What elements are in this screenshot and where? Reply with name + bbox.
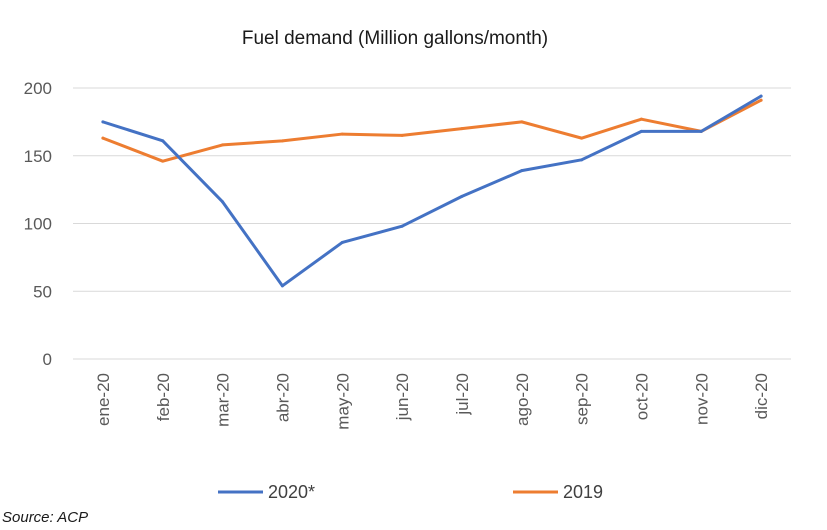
y-tick-label-150: 150 <box>24 147 52 166</box>
data-point-2019-sep-20 <box>580 136 584 140</box>
data-point-2020-mar-20 <box>221 200 225 204</box>
data-point-2019-may-20 <box>340 132 344 136</box>
data-point-2019-feb-20 <box>161 159 165 163</box>
series-2020 <box>101 94 763 288</box>
y-tick-label-100: 100 <box>24 215 52 234</box>
data-point-2019-ene-20 <box>101 136 105 140</box>
data-point-2020-ago-20 <box>520 169 524 173</box>
data-point-2020-feb-20 <box>161 139 165 143</box>
data-point-2020-ene-20 <box>101 120 105 124</box>
x-tick-label-nov-20: nov-20 <box>692 373 711 425</box>
data-point-2019-abr-20 <box>280 139 284 143</box>
x-tick-label-jun-20: jun-20 <box>393 373 412 421</box>
x-tick-label-oct-20: oct-20 <box>632 373 651 420</box>
legend-label-2020: 2020* <box>268 482 315 502</box>
data-point-2019-jul-20 <box>460 127 464 131</box>
source-note: Source: ACP <box>2 509 88 526</box>
series-line-2020 <box>101 94 763 288</box>
x-tick-label-sep-20: sep-20 <box>573 373 592 425</box>
x-tick-label-dic-20: dic-20 <box>752 373 771 419</box>
y-axis-tick-labels: 0 50 100 150 200 <box>24 79 52 369</box>
data-point-2020-may-20 <box>340 240 344 244</box>
x-tick-label-may-20: may-20 <box>333 373 352 430</box>
gridlines <box>73 87 791 360</box>
data-point-2020-abr-20 <box>280 284 284 288</box>
data-point-2020-oct-20 <box>639 129 643 133</box>
chart-title: Fuel demand (Million gallons/month) <box>242 28 548 49</box>
x-tick-label-mar-20: mar-20 <box>214 373 233 427</box>
y-tick-label-0: 0 <box>43 350 52 369</box>
x-axis-tick-labels: ene-20 feb-20 mar-20 abr-20 may-20 jun-20 jul-… <box>94 373 771 430</box>
data-point-2020-sep-20 <box>580 158 584 162</box>
x-tick-label-ene-20: ene-20 <box>94 373 113 426</box>
legend: 2020* 2019 <box>218 482 603 502</box>
x-tick-label-jul-20: jul-20 <box>453 373 472 416</box>
series-line-2019 <box>101 98 763 163</box>
data-point-2019-mar-20 <box>221 143 225 147</box>
x-tick-label-feb-20: feb-20 <box>154 373 173 421</box>
x-tick-label-ago-20: ago-20 <box>513 373 532 426</box>
data-point-2020-jul-20 <box>460 194 464 198</box>
data-point-2020-jun-20 <box>400 224 404 228</box>
data-point-2020-nov-20 <box>699 129 703 133</box>
data-point-2019-jun-20 <box>400 133 404 137</box>
series-lines <box>101 94 763 288</box>
legend-label-2019: 2019 <box>563 482 603 502</box>
data-point-2019-oct-20 <box>639 117 643 121</box>
x-tick-label-abr-20: abr-20 <box>273 373 292 422</box>
data-point-2020-dic-20 <box>759 94 763 98</box>
data-point-2019-ago-20 <box>520 120 524 124</box>
y-tick-label-50: 50 <box>33 282 52 301</box>
y-tick-label-200: 200 <box>24 79 52 98</box>
data-point-2019-dic-20 <box>759 98 763 102</box>
